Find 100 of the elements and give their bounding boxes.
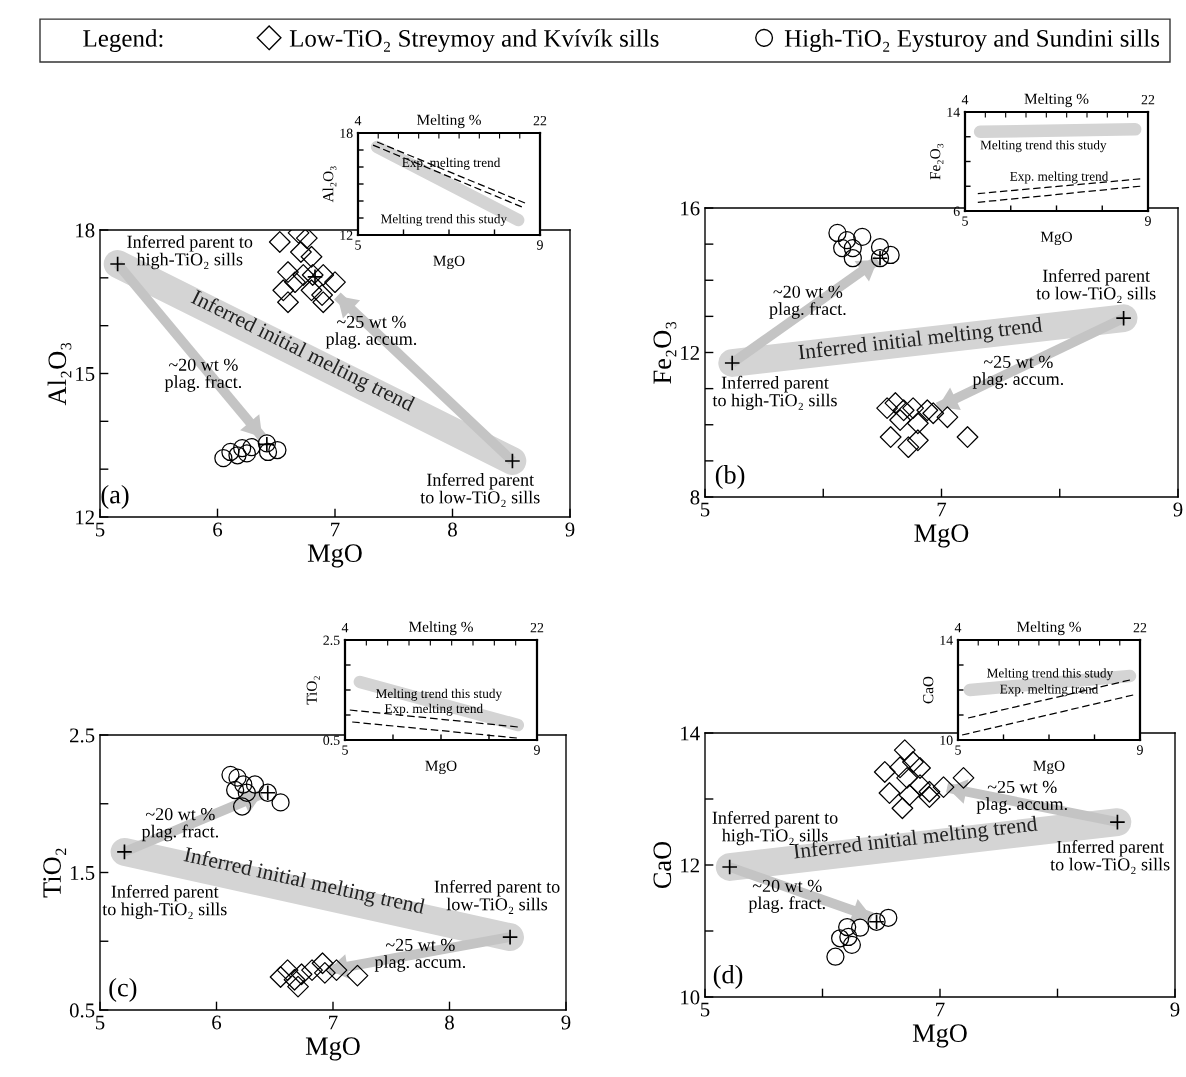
annotation: Inferred parent to low-TiO₂ sills: [420, 472, 540, 507]
y-axis-title: CaO: [923, 676, 934, 704]
x-tick-label: 9: [1136, 745, 1143, 755]
legend-label: High-TiO₂ Eysturoy and Sundini sills: [784, 29, 1160, 52]
annotation: Inferred parent to high-TiO₂ sills: [102, 884, 227, 920]
x2-axis-title: Melting %: [416, 114, 481, 129]
series-label: Melting trend this study: [980, 140, 1107, 153]
x-axis-title: MgO: [912, 1024, 967, 1048]
annotation: ~20 wt % plag. fract.: [141, 808, 219, 842]
x-tick-label: 9: [1144, 216, 1151, 226]
y-tick-label: 12: [76, 510, 94, 525]
annotation: Inferred parent to low-TiO₂ sills: [1036, 268, 1156, 303]
y-tick-label: 10: [681, 990, 700, 1005]
annotation: ~20 wt % plag. fract.: [769, 285, 846, 319]
x-tick-label: 9: [565, 522, 575, 537]
x-tick-label: 5: [701, 1002, 710, 1017]
y-axis-title: TiO₂: [43, 848, 67, 898]
y-tick-label: 14: [947, 107, 960, 117]
series-label: Melting trend this study: [987, 668, 1114, 681]
x2-tick-label: 22: [533, 115, 547, 126]
x-tick-label: 6: [213, 522, 223, 537]
x-tick-label: 5: [962, 216, 968, 226]
y-tick-label: 12: [340, 230, 353, 240]
annotation: (d): [713, 964, 743, 989]
annotation: ~25 wt % plag. accum.: [325, 315, 417, 349]
x-tick-label: 7: [937, 502, 947, 517]
y-tick-label: 0.5: [323, 735, 340, 746]
series-label: Exp. melting trend: [384, 703, 483, 716]
x-tick-label: 5: [96, 522, 105, 537]
x-tick-label: 7: [329, 1015, 338, 1030]
y-tick-label: 10: [940, 735, 953, 745]
x-tick-label: 8: [445, 1015, 454, 1030]
x2-axis-title: Melting %: [408, 621, 473, 636]
x2-tick-label: 4: [954, 623, 962, 633]
annotation: ~20 wt % plag. fract.: [748, 879, 825, 913]
x-tick-label: 9: [1173, 502, 1183, 517]
x-tick-label: 5: [955, 745, 961, 755]
y-tick-label: 15: [76, 366, 95, 381]
x-tick-label: 5: [342, 745, 348, 755]
x-tick-label: 8: [448, 522, 457, 537]
x2-tick-label: 4: [961, 95, 969, 105]
x-axis-title: MgO: [914, 524, 969, 548]
x2-tick-label: 4: [341, 623, 349, 633]
y-tick-label: 18: [76, 223, 95, 238]
annotation: ~25 wt % plag. accum.: [374, 938, 466, 972]
y-axis-title: Fe₂O₃: [930, 143, 944, 180]
y-axis-title: Fe₂O₃: [653, 321, 677, 384]
x-tick-label: 7: [936, 1002, 945, 1017]
annotation: ~25 wt % plag. accum.: [976, 780, 1067, 814]
y-axis-title: CaO: [653, 841, 672, 889]
series-label: Exp. melting trend: [402, 157, 501, 170]
y-tick-label: 2.5: [323, 635, 340, 646]
x-tick-label: 9: [533, 745, 540, 755]
y-tick-label: 14: [940, 635, 953, 645]
x-axis-title: MgO: [1033, 760, 1065, 775]
legend-label: Low-TiO₂ Streymoy and Kvívík sills: [289, 29, 659, 52]
x-axis-title: MgO: [307, 544, 362, 568]
annotation: ~25 wt % plag. accum.: [972, 355, 1064, 389]
x-tick-label: 9: [561, 1015, 571, 1030]
x-axis-title: MgO: [305, 1037, 360, 1061]
annotation: ~20 wt % plag. fract.: [164, 358, 242, 392]
series-label: Melting trend this study: [380, 214, 507, 227]
annotation: (c): [109, 977, 137, 1002]
annotation: (a): [101, 484, 129, 509]
x2-tick-label: 22: [530, 622, 544, 633]
x2-tick-label: 22: [1133, 622, 1147, 633]
x2-tick-label: 22: [1141, 94, 1155, 105]
y-tick-label: 14: [681, 726, 700, 741]
x2-tick-label: 4: [354, 116, 362, 126]
annotation: (b): [715, 465, 745, 490]
x-tick-label: 9: [1170, 1002, 1180, 1017]
x-tick-label: 6: [212, 1015, 222, 1030]
series-label: Exp. melting trend: [1010, 171, 1109, 184]
series-label: Exp. melting trend: [1000, 684, 1099, 697]
annotation: Inferred parent to low-TiO₂ sills: [434, 879, 560, 914]
y-axis-title: Al₂O₃: [322, 166, 337, 203]
x-tick-label: 5: [355, 240, 361, 250]
y-tick-label: 0.5: [69, 1003, 95, 1018]
x2-axis-title: Melting %: [1024, 93, 1089, 108]
x-tick-label: 7: [331, 522, 340, 537]
y-tick-label: 1.5: [70, 865, 95, 881]
y-axis-title: Al₂O₃: [47, 342, 72, 406]
y-tick-label: 2.5: [70, 728, 95, 743]
y-tick-label: 12: [681, 345, 699, 360]
annotation: Inferred parent to high-TiO₂ sills: [127, 234, 253, 270]
y-tick-label: 18: [340, 128, 353, 138]
y-tick-label: 16: [681, 201, 700, 216]
y-tick-label: 12: [681, 858, 699, 873]
x-tick-label: 5: [701, 502, 710, 517]
x-axis-title: MgO: [425, 760, 457, 775]
legend-title: Legend:: [83, 29, 163, 52]
series-label: Melting trend this study: [376, 688, 503, 701]
x-tick-label: 5: [96, 1015, 105, 1030]
x2-axis-title: Melting %: [1016, 621, 1081, 636]
x-tick-label: 9: [536, 240, 543, 250]
y-tick-label: 8: [690, 490, 700, 505]
x-axis-title: MgO: [1040, 231, 1072, 246]
x-axis-title: MgO: [433, 255, 465, 270]
annotation: Inferred parent to low-TiO₂ sills: [1050, 839, 1170, 874]
y-axis-title: TiO₂: [306, 676, 320, 705]
